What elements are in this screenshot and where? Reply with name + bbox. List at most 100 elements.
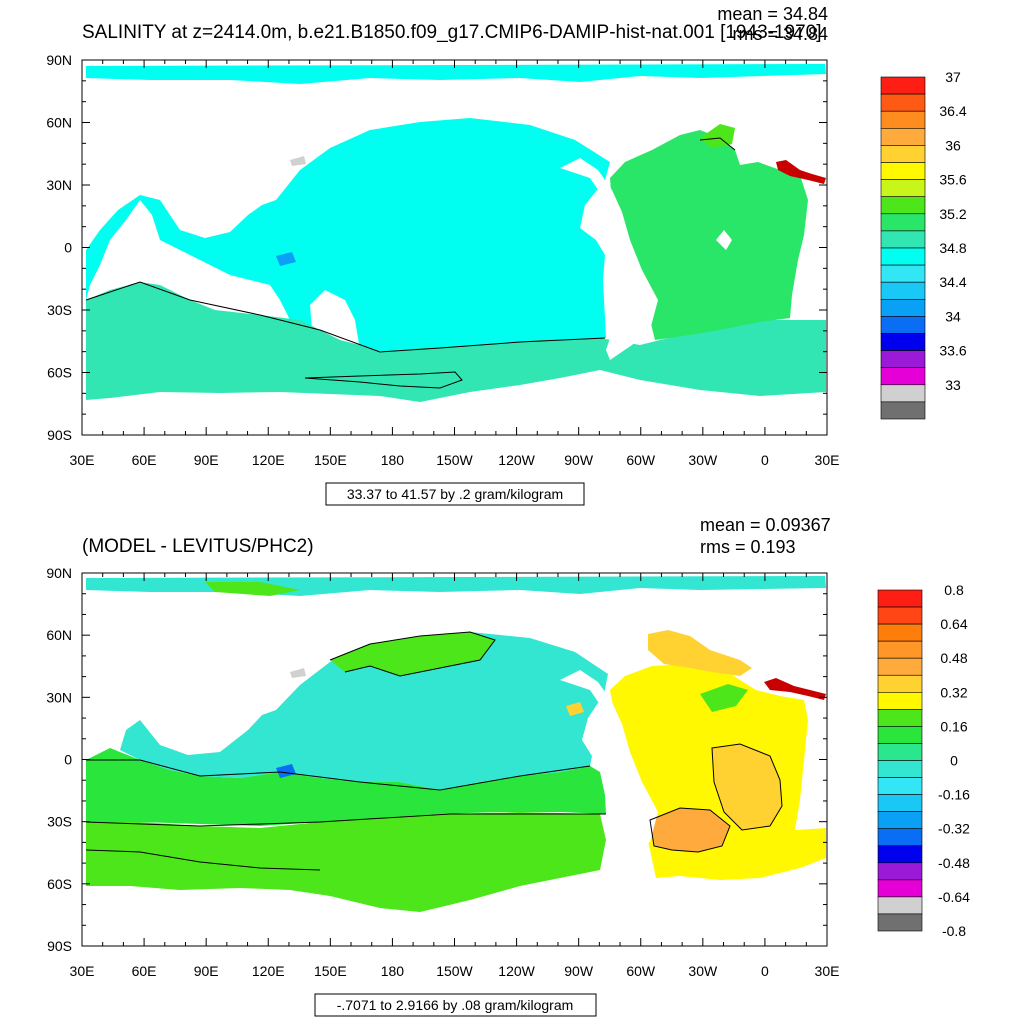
panel2-colorbar-label: -0.16 xyxy=(938,787,970,803)
panel1-colorbar-box xyxy=(880,316,926,334)
panel2-colorbar-box xyxy=(877,913,923,932)
panel2-gray-patch xyxy=(290,668,306,678)
panel1-mediterranean-patch xyxy=(776,160,826,184)
panel1-ytick-label: 0 xyxy=(64,240,72,256)
panel2-colorbar-label: 0.64 xyxy=(940,616,967,632)
panel1-xtick-label: 120E xyxy=(252,452,285,468)
panel1-colorbar-label: 36 xyxy=(945,137,961,153)
panel1-colorbar: 37 36.4 36 35.6 35.2 34.8 34.4 34 33.6 33 xyxy=(880,69,967,420)
panel2-xtick-label: 150E xyxy=(314,963,347,979)
panel1-xtick-label: 0 xyxy=(761,452,769,468)
panel2-xtick-label: 0 xyxy=(761,963,769,979)
panel2-colorbar-box xyxy=(877,845,923,864)
panel2-contour-2 xyxy=(86,759,591,791)
panel2-colorbar-box xyxy=(877,811,923,830)
panel1-colorbar-box xyxy=(880,384,926,403)
panel2-colorbar-box xyxy=(877,743,923,761)
panel2-colorbar-label: 0.48 xyxy=(940,650,967,666)
panel2-colorbar-label: 0.32 xyxy=(940,684,967,700)
panel2-contour-1 xyxy=(85,813,606,827)
panel1-colorbar-box xyxy=(880,76,926,95)
panel2-colorbar-box xyxy=(877,640,923,659)
panel2-colorbar-box xyxy=(877,726,923,744)
panel2-xtick-label: 120E xyxy=(252,963,285,979)
panel1-colorbar-box xyxy=(880,247,926,266)
panel1-xtick-label: 90E xyxy=(194,452,219,468)
panel1-ytick-label: 90N xyxy=(46,52,72,68)
panel2-blue-patch xyxy=(276,764,296,778)
panel2-xtick-label: 30W xyxy=(688,963,718,979)
panel1-colorbar-label: 33.6 xyxy=(939,343,966,359)
panel2-xtick-label: 180 xyxy=(381,963,405,979)
panel2-ytick-label: 60N xyxy=(46,627,72,643)
panel1-colorbar-label: 35.6 xyxy=(939,172,966,188)
panel2-colorbar-box xyxy=(877,828,923,847)
panel1-colorbar-box xyxy=(880,145,926,163)
panel2-colorbar: 0.8 0.64 0.48 0.32 0.16 0 -0.16 -0.32 -0.48 -0.64… xyxy=(877,582,970,939)
panel1-colorbar-box xyxy=(880,196,926,215)
panel1-land-americas xyxy=(560,158,658,360)
panel1-arctic-region xyxy=(86,64,826,84)
panel2-colorbar-box xyxy=(877,879,923,898)
panel2-colorbar-label: 0 xyxy=(950,753,958,769)
panel2-contour-6 xyxy=(85,849,321,871)
panel1-xtick-label: 90W xyxy=(564,452,594,468)
panel2-mean: mean = 0.09367 xyxy=(700,515,831,535)
panel2-xtick-label: 90W xyxy=(564,963,594,979)
panel2-colorbar-label: 0.8 xyxy=(944,582,964,598)
panel1-colorbar-label: 34.8 xyxy=(939,240,966,256)
panel2-xtick-label: 30E xyxy=(815,963,840,979)
panel1-colorbar-box xyxy=(880,367,926,386)
panel2-axes: 30E 60E 90E 120E 150E 180 150W 120W 90W 60W 30W 0 30… xyxy=(46,565,839,979)
panel1-ytick-label: 60N xyxy=(46,115,72,131)
panel1-title: SALINITY at z=2414.0m, b.e21.B1850.f09_g… xyxy=(82,22,822,43)
panel1-southern-region xyxy=(86,282,826,402)
panel2-colorbar-label: 0.16 xyxy=(940,718,967,734)
panel2-colorbar-box xyxy=(877,777,923,795)
panel1-colorbar-box xyxy=(880,162,926,180)
panel2-colorbar-box xyxy=(877,606,923,625)
panel2-contour-4 xyxy=(649,807,731,853)
panel1-land-africa xyxy=(716,230,732,250)
panel1-xtick-label: 30E xyxy=(70,452,95,468)
panel2-southern-green xyxy=(86,812,606,912)
panel2-atlantic-green-patch xyxy=(700,684,748,712)
panel1-xtick-label: 30E xyxy=(815,452,840,468)
panel2-colorbar-label: -0.64 xyxy=(938,889,970,905)
panel1-xtick-label: 150E xyxy=(314,452,347,468)
panel1-xtick-label: 120W xyxy=(498,452,535,468)
panel1-map xyxy=(85,64,826,402)
panel2-arctic-green-patch xyxy=(205,582,300,596)
panel1-colorbar-label: 37 xyxy=(945,69,961,85)
panel2-colorbar-box xyxy=(877,794,923,812)
panel2-pacific-region xyxy=(120,632,608,790)
panel1-colorbar-box xyxy=(880,110,926,129)
panel1-gray-patch xyxy=(290,156,306,166)
panel1-contour-antarctic xyxy=(304,371,463,389)
panel2-title: (MODEL - LEVITUS/PHC2) xyxy=(82,536,314,557)
panel1-xtick-label: 180 xyxy=(381,452,405,468)
panel1-contour-southern xyxy=(85,281,606,353)
panel1-axes: 30E 60E 90E 120E 150E 180 150W 120W 90W 60W 30W 0 30… xyxy=(46,52,839,468)
panel2-map xyxy=(85,576,826,912)
panel1-xtick-label: 30W xyxy=(688,452,718,468)
panel2-xtick-label: 60W xyxy=(626,963,656,979)
panel1-colorbar-label: 34.4 xyxy=(939,274,966,290)
panel1-ytick-label: 60S xyxy=(47,365,72,381)
panel1-ytick-label: 30S xyxy=(47,302,72,318)
panel1-colorbar-box xyxy=(880,298,926,317)
panel2-range-label: -.7071 to 2.9166 by .08 gram/kilogram xyxy=(337,997,574,1013)
panel1-colorbar-box xyxy=(880,281,926,300)
panel1-colorbar-box xyxy=(880,179,926,198)
panel1-ytick-label: 30N xyxy=(46,177,72,193)
panel1-colorbar-box xyxy=(880,333,926,351)
panel-anomaly: (MODEL - LEVITUS/PHC2) mean = 0.09367 rm… xyxy=(46,515,970,1017)
panel1-colorbar-box xyxy=(880,213,926,232)
panel1-colorbar-label: 33 xyxy=(945,377,961,393)
panel1-blue-patch xyxy=(276,252,296,266)
panel2-south-atlantic-orange xyxy=(650,808,730,852)
panel2-xtick-label: 60E xyxy=(132,963,157,979)
panel1-contour-atlantic xyxy=(699,137,736,151)
panel2-equatorial-green xyxy=(86,748,606,826)
panel1-atlantic-region xyxy=(610,130,808,340)
